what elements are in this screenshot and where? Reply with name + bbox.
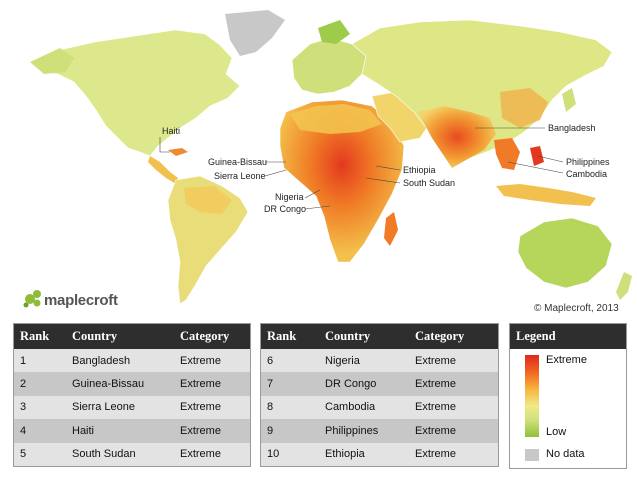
category-cell: Extreme: [174, 442, 251, 467]
category-cell: Extreme: [174, 395, 251, 420]
copyright-text: © Maplecroft, 2013: [534, 303, 619, 314]
country-cell: Guinea-Bissau: [66, 372, 174, 396]
table-row: 7 DR Congo Extreme: [260, 372, 499, 396]
header-category: Category: [174, 323, 251, 349]
ranking-table-right: Rank Country Category 6 Nigeria Extreme …: [260, 323, 499, 467]
rank-cell: 6: [260, 349, 319, 373]
maplecroft-logo: maplecroft: [23, 290, 118, 309]
brand-text: maplecroft: [44, 292, 118, 309]
philippines: [530, 146, 544, 166]
label-sierra-leone: Sierra Leone: [214, 171, 266, 181]
label-guinea-bissau: Guinea-Bissau: [208, 157, 267, 167]
legend-color-scale: [525, 355, 539, 437]
country-cell: Nigeria: [319, 349, 409, 373]
header-country: Country: [319, 323, 409, 349]
north-america: [31, 29, 241, 157]
country-cell: DR Congo: [319, 372, 409, 396]
rank-cell: 8: [260, 395, 319, 420]
table-row: 2 Guinea-Bissau Extreme: [13, 372, 251, 396]
australia: [517, 217, 613, 289]
label-bangladesh: Bangladesh: [548, 123, 596, 133]
south-asia: [418, 106, 496, 168]
table-row: 10 Ethiopia Extreme: [260, 442, 499, 467]
legend-label-extreme: Extreme: [546, 354, 587, 366]
amazon-basin: [184, 186, 232, 214]
header-category: Category: [409, 323, 499, 349]
country-cell: Sierra Leone: [66, 395, 174, 420]
table-row: 5 South Sudan Extreme: [13, 442, 251, 467]
legend-no-data-swatch: [525, 449, 539, 461]
label-ethiopia: Ethiopia: [403, 165, 436, 175]
category-cell: Extreme: [409, 419, 499, 443]
table-row: 1 Bangladesh Extreme: [13, 349, 251, 373]
category-cell: Extreme: [409, 442, 499, 467]
header-rank: Rank: [260, 323, 319, 349]
rank-cell: 10: [260, 442, 319, 467]
indonesia: [496, 184, 596, 206]
madagascar: [384, 212, 398, 246]
category-cell: Extreme: [174, 419, 251, 443]
new-zealand: [616, 272, 632, 300]
category-cell: Extreme: [409, 372, 499, 396]
rank-cell: 2: [13, 372, 66, 396]
japan: [562, 88, 576, 112]
label-south-sudan: South Sudan: [403, 178, 455, 188]
category-cell: Extreme: [409, 395, 499, 420]
table-row: 9 Philippines Extreme: [260, 419, 499, 443]
world-risk-map: Haiti Guinea-Bissau Sierra Leone Nigeria…: [23, 10, 632, 314]
africa: [279, 99, 405, 263]
table-row: 3 Sierra Leone Extreme: [13, 395, 251, 420]
ranking-table-left: Rank Country Category 1 Bangladesh Extre…: [13, 323, 251, 467]
country-cell: Ethiopia: [319, 442, 409, 467]
table-row: 8 Cambodia Extreme: [260, 395, 499, 420]
country-cell: Philippines: [319, 419, 409, 443]
rank-cell: 9: [260, 419, 319, 443]
legend-title: Legend: [510, 324, 626, 349]
header-country: Country: [66, 323, 174, 349]
label-haiti: Haiti: [162, 126, 180, 136]
alaska: [30, 48, 74, 74]
east-asia: [500, 88, 548, 128]
table-row: 6 Nigeria Extreme: [260, 349, 499, 373]
category-cell: Extreme: [174, 349, 251, 373]
legend-panel: Legend Extreme Low No data: [509, 323, 627, 469]
country-cell: Bangladesh: [66, 349, 174, 373]
label-philippines: Philippines: [566, 157, 610, 167]
rank-cell: 4: [13, 419, 66, 443]
table-row: 4 Haiti Extreme: [13, 419, 251, 443]
central-america: [148, 156, 178, 184]
country-cell: South Sudan: [66, 442, 174, 467]
label-dr-congo: DR Congo: [264, 204, 306, 214]
asia: [351, 19, 613, 161]
sahara: [290, 104, 382, 134]
rank-cell: 5: [13, 442, 66, 467]
label-callouts: [159, 127, 564, 210]
scandinavia: [318, 20, 350, 44]
category-cell: Extreme: [409, 349, 499, 373]
country-cell: Haiti: [66, 419, 174, 443]
header-rank: Rank: [13, 323, 66, 349]
label-nigeria: Nigeria: [275, 192, 304, 202]
rank-cell: 7: [260, 372, 319, 396]
rank-cell: 3: [13, 395, 66, 420]
caribbean: [168, 148, 188, 156]
greenland: [225, 10, 285, 56]
label-cambodia: Cambodia: [566, 169, 607, 179]
southeast-asia: [494, 138, 520, 170]
legend-label-no-data: No data: [546, 448, 585, 460]
category-cell: Extreme: [174, 372, 251, 396]
rank-cell: 1: [13, 349, 66, 373]
legend-label-low: Low: [546, 426, 567, 438]
country-cell: Cambodia: [319, 395, 409, 420]
south-america: [167, 175, 249, 305]
leaf-icon: [23, 290, 41, 308]
